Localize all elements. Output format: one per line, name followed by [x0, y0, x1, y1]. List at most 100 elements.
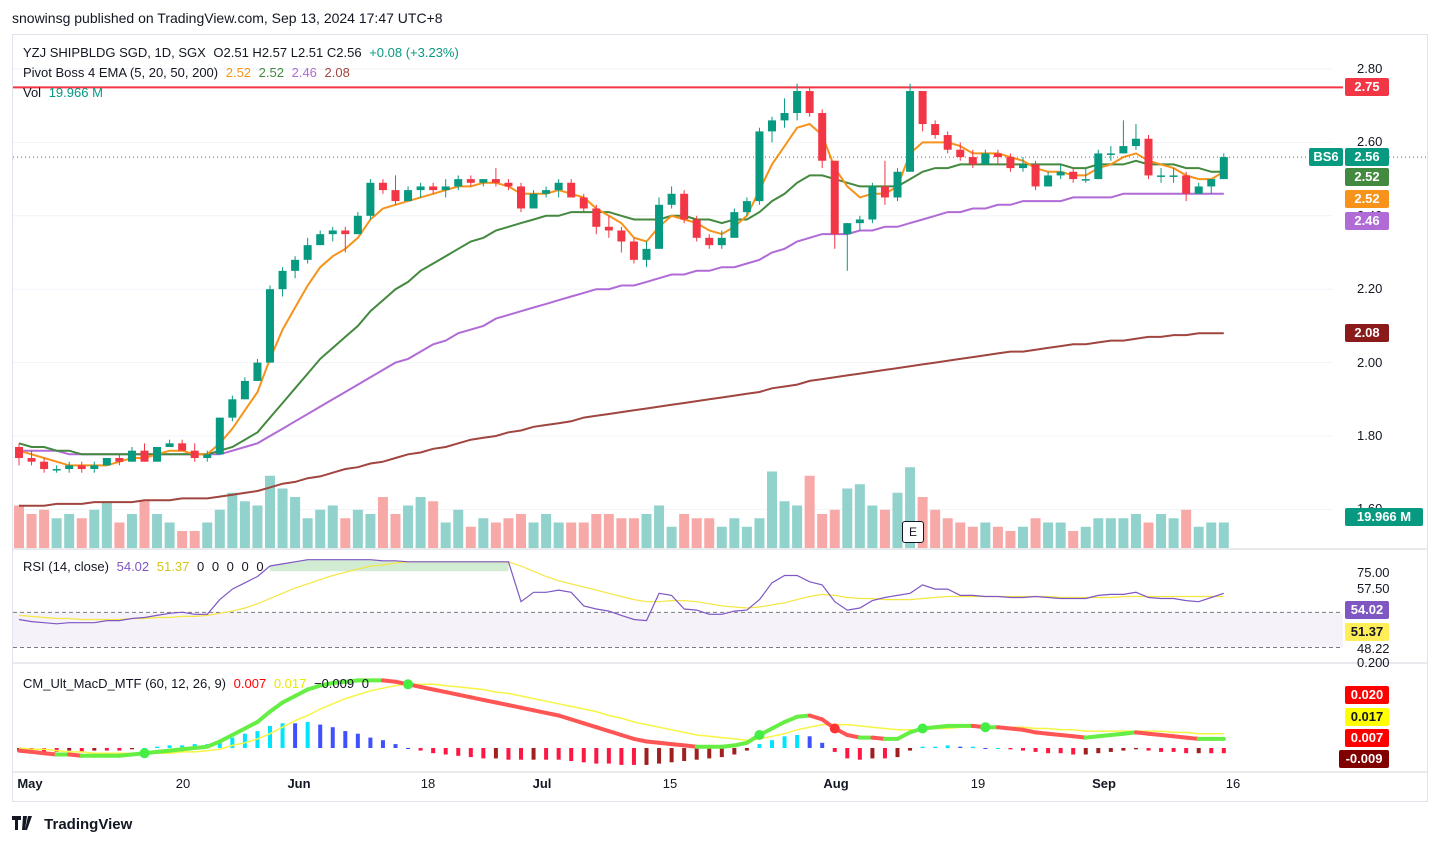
- macd-histogram-bar: [519, 748, 523, 760]
- macd-histogram-bar: [770, 740, 774, 748]
- macd-line-segment: [1008, 726, 1025, 732]
- candle-body: [1106, 153, 1115, 155]
- candle-body: [567, 182, 576, 198]
- volume-bar: [340, 518, 351, 548]
- macd-histogram-bar: [857, 748, 862, 760]
- earnings-badge[interactable]: E: [902, 521, 924, 543]
- candle-body: [303, 245, 312, 260]
- candle-body: [1144, 138, 1153, 176]
- rsi-ma-line: [18, 561, 1224, 621]
- volume-label[interactable]: Vol: [23, 85, 42, 100]
- candle-body: [491, 179, 500, 183]
- volume-bar: [139, 501, 150, 548]
- macd-histogram-bar: [795, 735, 800, 748]
- volume-bar: [490, 522, 501, 548]
- macd-histogram-bar: [293, 723, 298, 748]
- volume-bar: [440, 522, 451, 548]
- chart-frame[interactable]: YZJ SHIPBLDG SGD, 1D, SGX O2.51 H2.57 L2…: [12, 34, 1428, 802]
- time-axis-label: 15: [662, 776, 678, 791]
- rsi-label[interactable]: RSI (14, close): [23, 559, 109, 574]
- macd-label[interactable]: CM_Ult_MacD_MTF (60, 12, 26, 9): [23, 676, 227, 691]
- macd-histogram-bar: [669, 748, 674, 763]
- macd-line-segment: [418, 684, 436, 692]
- candle-body: [278, 270, 287, 290]
- macd-histogram-bar: [305, 722, 310, 748]
- candle-body: [429, 186, 438, 191]
- macd-histogram-bar: [104, 748, 109, 751]
- macd-line-segment: [581, 721, 599, 730]
- price-change: +0.08 (+3.23%): [369, 45, 459, 60]
- macd-cross-dot: [980, 722, 991, 733]
- candle-body: [579, 197, 588, 209]
- volume-bar: [716, 526, 727, 548]
- volume-bar: [265, 475, 275, 548]
- ema5-value: 2.52: [225, 65, 252, 80]
- macd-histogram-bar: [744, 748, 749, 751]
- volume-bar: [641, 514, 652, 548]
- rsi-overbought-fill: [270, 559, 509, 572]
- candle-body: [642, 248, 651, 260]
- tradingview-footer[interactable]: TradingView: [12, 816, 132, 833]
- macd-line-segment: [1096, 733, 1113, 739]
- candle-body: [956, 149, 965, 158]
- candle-body: [15, 447, 23, 459]
- macd-histogram-bar: [79, 748, 84, 752]
- macd-line-segment: [770, 720, 787, 731]
- candle-body: [968, 157, 977, 165]
- macd-line-segment: [506, 703, 523, 710]
- macd-line-segment: [682, 743, 699, 749]
- macd-line-segment: [280, 694, 298, 705]
- macd-line-segment: [42, 751, 59, 757]
- macd-histogram-bar: [280, 723, 285, 748]
- volume-bar: [905, 467, 916, 548]
- macd-line-segment: [732, 740, 749, 748]
- candle-body: [742, 201, 751, 213]
- macd-histogram-bar: [67, 748, 72, 751]
- volume-bar: [478, 518, 489, 548]
- candle-body: [692, 219, 701, 238]
- macd-histogram-bar: [581, 748, 586, 763]
- candle-body: [680, 193, 689, 220]
- candle-body: [918, 91, 927, 125]
- symbol-title[interactable]: YZJ SHIPBLDG SGD, 1D, SGX: [23, 45, 206, 60]
- candle-body: [479, 179, 488, 183]
- candle-body: [52, 469, 61, 471]
- ema-indicator-label[interactable]: Pivot Boss 4 EMA (5, 20, 50, 200): [23, 65, 219, 80]
- macd-line-segment: [255, 709, 272, 724]
- volume-bar: [1118, 518, 1129, 548]
- volume-bar: [239, 501, 250, 548]
- rsi-extra-4: 0: [241, 559, 249, 574]
- macd-histogram-bar: [443, 748, 448, 755]
- candle-body: [793, 91, 802, 114]
- candle-body: [1006, 157, 1015, 169]
- candle-body: [818, 113, 827, 161]
- macd-line-segment: [17, 748, 34, 754]
- macd-line-segment: [456, 692, 473, 700]
- volume-bar: [942, 518, 953, 548]
- macd-line-segment: [1108, 731, 1126, 737]
- macd-line-segment: [67, 752, 84, 758]
- volume-bar: [1030, 518, 1041, 548]
- macd-extra-value: 0: [361, 676, 369, 691]
- candle-body: [1069, 171, 1078, 180]
- ohlc-values: O2.51 H2.57 L2.51 C2.56: [213, 45, 362, 60]
- volume-bar: [955, 522, 966, 548]
- macd-line-segment: [606, 729, 624, 737]
- macd-line-segment: [1083, 734, 1101, 740]
- macd-histogram-bar: [355, 733, 360, 748]
- volume-bar: [628, 518, 639, 548]
- volume-bar: [817, 514, 828, 548]
- macd-line-segment: [493, 700, 511, 708]
- macd-histogram-bar: [1033, 748, 1038, 752]
- price-tag: 2.52: [1345, 190, 1389, 209]
- macd-line-segment: [180, 746, 197, 752]
- macd-line-segment: [933, 723, 950, 730]
- macd-histogram-bar: [1021, 748, 1025, 751]
- macd-line-segment: [657, 740, 674, 747]
- chart-canvas[interactable]: [13, 35, 1427, 801]
- rsi-extra-3: 0: [226, 559, 234, 574]
- rsi-axis-label: 0.200: [1357, 655, 1390, 670]
- macd-line-segment: [531, 708, 549, 715]
- time-axis-label: 20: [175, 776, 191, 791]
- candle-body: [717, 237, 726, 246]
